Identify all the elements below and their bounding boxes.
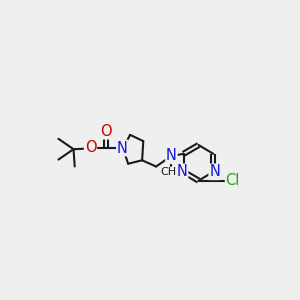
Text: N: N xyxy=(209,164,220,179)
Text: N: N xyxy=(166,148,177,163)
Text: O: O xyxy=(100,124,112,139)
Text: N: N xyxy=(117,140,128,155)
Text: Cl: Cl xyxy=(226,173,240,188)
Text: CH₃: CH₃ xyxy=(161,167,182,177)
Text: N: N xyxy=(177,164,188,179)
Text: O: O xyxy=(85,140,96,155)
